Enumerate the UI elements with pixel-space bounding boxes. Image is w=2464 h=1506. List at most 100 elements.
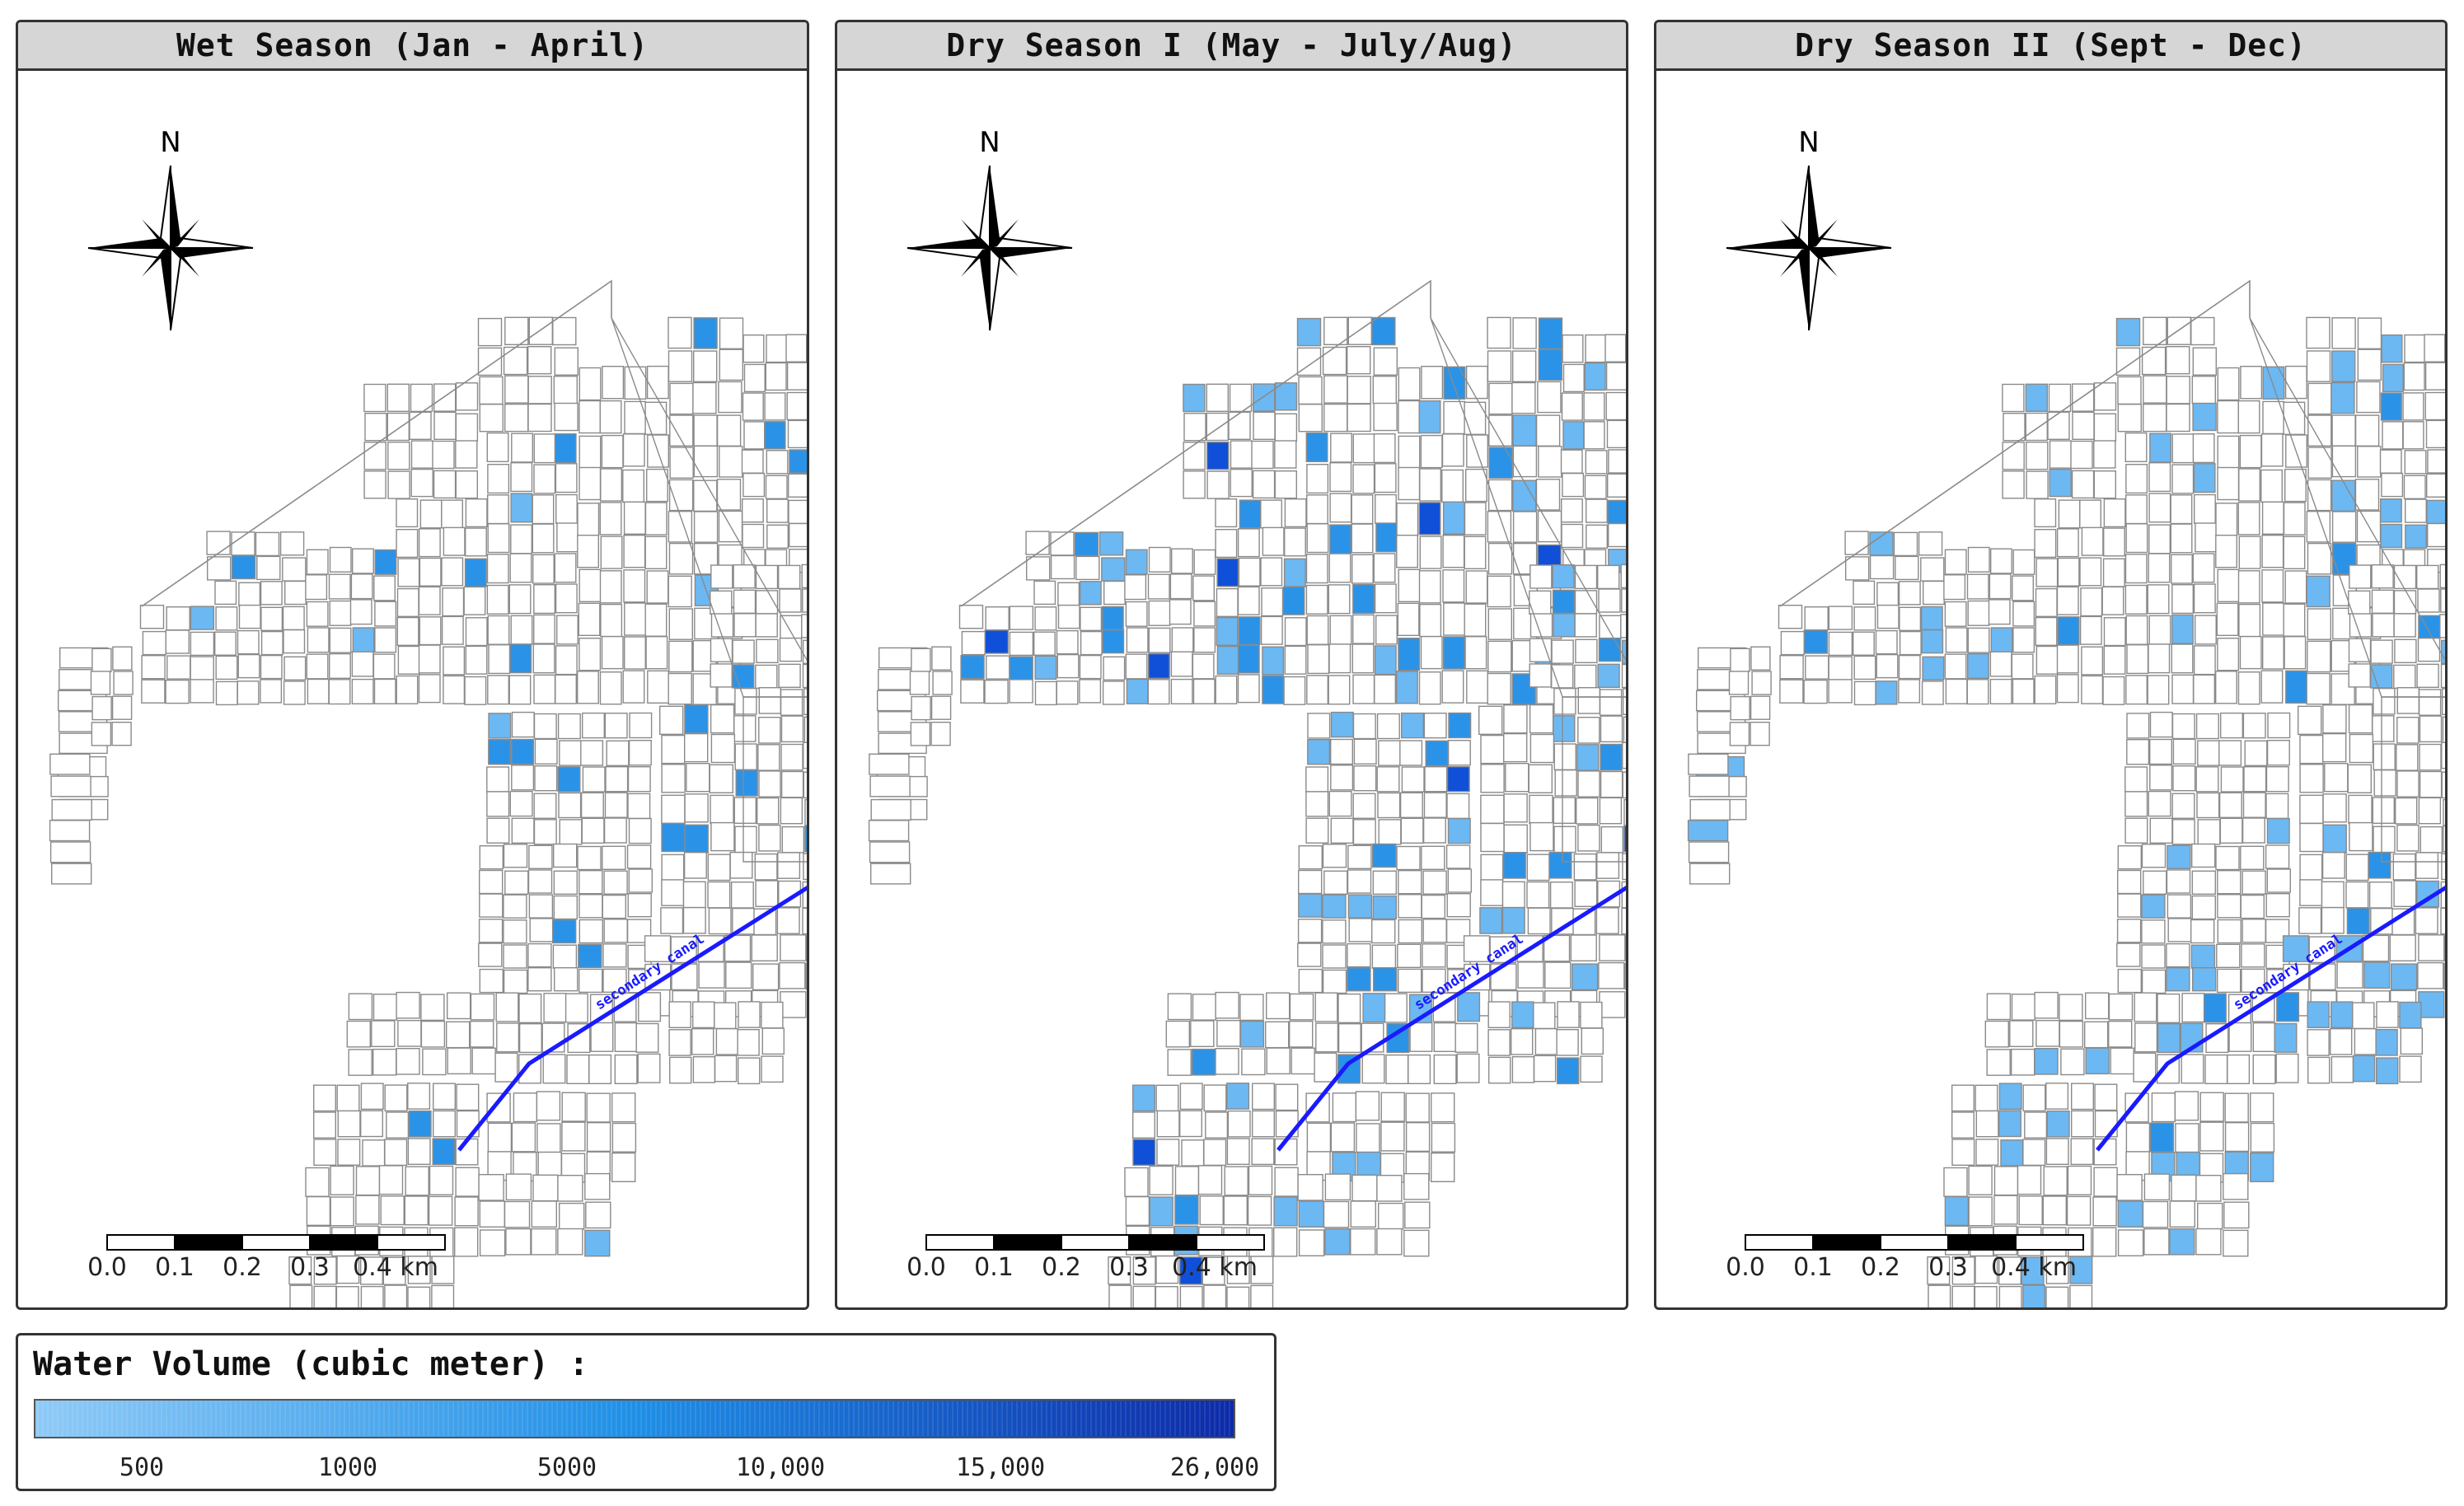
parcel bbox=[2059, 1020, 2084, 1048]
parcel bbox=[1538, 348, 1562, 381]
parcel bbox=[374, 601, 397, 627]
parcel bbox=[2244, 740, 2268, 766]
parcel bbox=[1418, 671, 1441, 705]
parcel bbox=[1347, 403, 1371, 433]
parcel bbox=[2042, 1195, 2067, 1226]
parcel bbox=[1533, 1055, 1557, 1083]
parcel bbox=[1620, 614, 1626, 638]
parcel bbox=[329, 652, 351, 679]
parcel bbox=[1329, 524, 1351, 554]
parcel bbox=[360, 1285, 384, 1307]
parcel bbox=[1966, 679, 1989, 705]
parcel bbox=[1322, 894, 1347, 919]
parcel bbox=[1548, 851, 1572, 879]
parcel bbox=[531, 1200, 557, 1228]
parcel bbox=[486, 791, 510, 817]
parcel bbox=[1534, 1027, 1558, 1055]
parcel bbox=[2250, 1152, 2274, 1182]
parcel bbox=[1183, 413, 1206, 442]
parcel bbox=[2124, 817, 2148, 844]
parcel bbox=[1307, 644, 1330, 675]
parcel bbox=[1377, 792, 1401, 819]
parcel bbox=[1226, 1256, 1250, 1284]
parcel bbox=[504, 375, 529, 404]
parcel bbox=[2382, 363, 2404, 393]
parcel bbox=[1380, 1121, 1405, 1152]
parcel bbox=[2391, 963, 2418, 991]
parcel bbox=[2057, 557, 2080, 587]
parcel bbox=[2240, 366, 2263, 400]
parcel bbox=[1009, 631, 1034, 657]
parcel bbox=[2394, 638, 2417, 663]
parcel bbox=[1170, 651, 1193, 677]
parcel bbox=[2265, 844, 2290, 869]
parcel bbox=[2306, 575, 2330, 608]
parcel bbox=[2321, 852, 2345, 879]
parcel bbox=[1623, 799, 1626, 826]
parcel bbox=[2307, 640, 2331, 673]
parcel bbox=[1353, 738, 1377, 765]
parcel bbox=[1487, 640, 1512, 673]
parcel bbox=[2243, 766, 2267, 793]
parcel bbox=[564, 993, 588, 1023]
parcel bbox=[2216, 943, 2241, 969]
parcel bbox=[2195, 713, 2219, 740]
parcel bbox=[2169, 1200, 2195, 1228]
parcel bbox=[1622, 741, 1626, 769]
parcel bbox=[579, 435, 602, 470]
parcel bbox=[1079, 581, 1102, 606]
parcel bbox=[50, 775, 91, 797]
parcel bbox=[456, 1083, 480, 1111]
parcel bbox=[1552, 589, 1576, 614]
parcel bbox=[1307, 739, 1331, 765]
parcel bbox=[527, 942, 552, 968]
parcel bbox=[1398, 435, 1421, 470]
parcel bbox=[2322, 824, 2347, 854]
parcel bbox=[553, 895, 578, 920]
parcel bbox=[1215, 991, 1239, 1019]
parcel bbox=[1216, 587, 1239, 617]
parcel bbox=[372, 1048, 397, 1076]
parcel bbox=[2357, 317, 2382, 350]
parcel bbox=[1057, 604, 1080, 629]
parcel bbox=[2217, 367, 2240, 401]
parcel bbox=[2093, 470, 2116, 499]
parcel bbox=[1330, 711, 1354, 738]
parcel bbox=[984, 629, 1009, 654]
scale-label: 0.1 bbox=[1793, 1253, 1833, 1282]
parcel bbox=[1828, 631, 1853, 657]
parcel bbox=[1102, 681, 1125, 705]
parcel bbox=[487, 464, 510, 494]
parcel bbox=[1283, 558, 1306, 587]
parcel bbox=[754, 853, 778, 881]
parcel bbox=[780, 743, 803, 771]
parcel bbox=[2217, 870, 2241, 895]
parcel bbox=[780, 934, 807, 961]
parcel bbox=[2126, 739, 2150, 765]
parcel bbox=[668, 672, 692, 705]
parcel bbox=[442, 587, 465, 617]
parcel bbox=[1853, 606, 1876, 631]
parcel bbox=[1623, 825, 1626, 853]
parcel bbox=[2143, 403, 2167, 433]
parcel bbox=[1418, 570, 1441, 604]
parcel bbox=[629, 712, 653, 739]
parcel bbox=[2363, 961, 2391, 989]
parcel bbox=[363, 383, 386, 413]
parcel bbox=[1224, 1166, 1248, 1196]
parcel bbox=[1921, 681, 1944, 705]
parcel bbox=[1297, 919, 1323, 943]
parcel bbox=[2197, 1202, 2223, 1230]
parcel bbox=[256, 555, 281, 581]
parcel bbox=[2354, 479, 2380, 511]
parcel bbox=[1974, 1084, 1998, 1112]
parcel bbox=[336, 1084, 360, 1112]
parcel bbox=[2402, 392, 2424, 421]
parcel bbox=[1622, 771, 1626, 799]
parcel bbox=[1329, 615, 1352, 645]
parcel bbox=[1598, 588, 1621, 613]
north-label: N bbox=[1798, 126, 1819, 159]
parcel bbox=[2195, 1228, 2222, 1256]
parcel bbox=[2133, 1052, 2157, 1083]
parcel bbox=[1314, 1052, 1337, 1083]
